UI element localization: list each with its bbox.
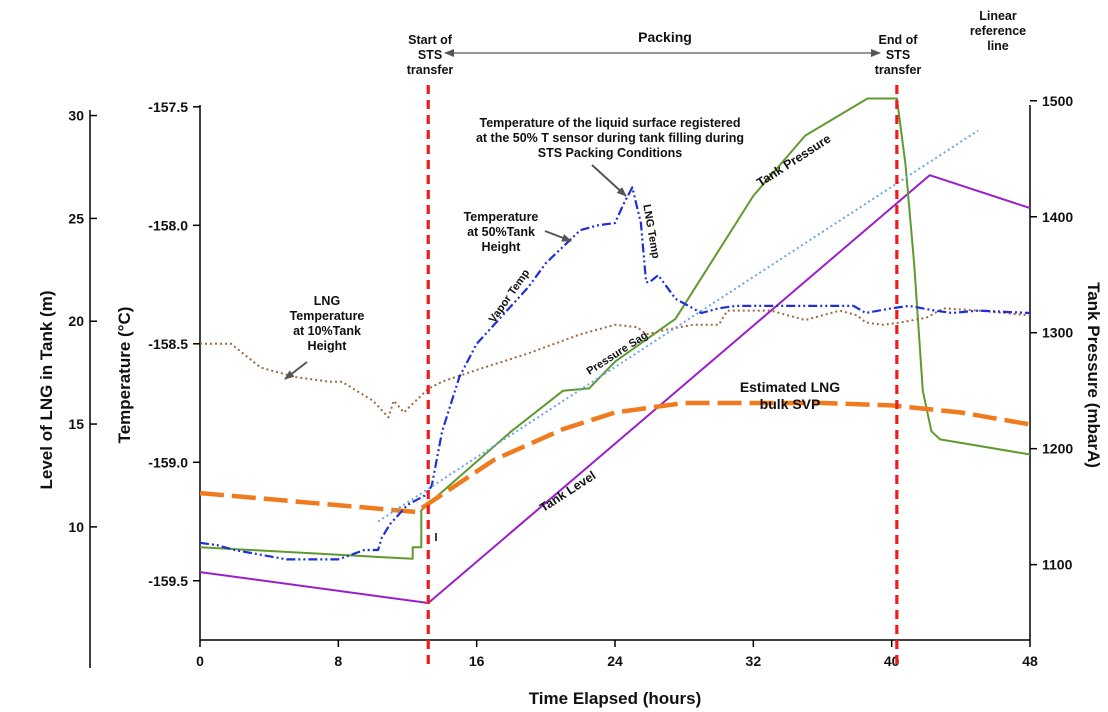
temperature-axis-title: Temperature (°C) <box>115 307 134 444</box>
estimated-lng-bulk-svp-line <box>199 400 1031 515</box>
pressure-sag-label: Pressure Sag <box>585 329 651 377</box>
temperature-tick-label: -158.5 <box>148 336 188 352</box>
temp-50-annotation: Temperature at 50%Tank Height <box>464 210 572 254</box>
svg-text:Temperature: Temperature <box>290 309 365 323</box>
x-tick-label: 8 <box>334 653 342 669</box>
pressure-tick-label: 1200 <box>1042 441 1073 457</box>
level-tick-label: 10 <box>68 519 84 535</box>
x-tick-label: 24 <box>607 653 623 669</box>
svg-text:Height: Height <box>482 240 522 254</box>
tank-pressure-label: Tank Pressure <box>754 132 833 190</box>
svg-text:STS Packing Conditions: STS Packing Conditions <box>538 146 683 160</box>
temperature-tick-label: -159.0 <box>148 454 188 470</box>
tick-layer: 0 8 16 24 32 40 48-157.5-158.0-158.5-159.0-159… <box>68 93 1073 669</box>
temperature-tick-label: -157.5 <box>148 99 188 115</box>
pressure-axis-title: Tank Pressure (mbarA) <box>1084 282 1103 468</box>
svg-text:transfer: transfer <box>875 63 922 77</box>
series-layer <box>199 97 1031 604</box>
temperature-tick-label: -158.0 <box>148 217 188 233</box>
temperature-at-50-tank-height-line <box>199 186 1031 561</box>
x-tick-label: 48 <box>1022 653 1038 669</box>
svg-text:line: line <box>987 39 1009 53</box>
svg-text:LNG: LNG <box>314 294 340 308</box>
svg-text:Temperature of the liquid surf: Temperature of the liquid surface regist… <box>480 116 741 130</box>
level-tick-label: 25 <box>68 210 84 226</box>
x-tick-label: 32 <box>746 653 762 669</box>
pressure-tick-label: 1100 <box>1042 557 1073 573</box>
x-axis-title: Time Elapsed (hours) <box>529 689 702 708</box>
surface-temperature-arrow <box>591 164 627 197</box>
svp-annotation: Estimated LNG bulk SVP <box>740 379 840 412</box>
linear-reference-label: Linear reference line <box>970 9 1026 53</box>
svg-text:reference: reference <box>970 24 1026 38</box>
pressure-tick-label: 1400 <box>1042 209 1073 225</box>
svg-text:at the 50% T sensor during tan: at the 50% T sensor during tank filling … <box>476 131 744 145</box>
vapor-temp-label: Vapor Temp <box>487 267 533 325</box>
linear-reference-line-line <box>377 129 979 523</box>
level-tick-label: 30 <box>68 108 84 124</box>
surface-temperature-annotation: Temperature of the liquid surface regist… <box>476 116 744 197</box>
x-tick-label: 16 <box>469 653 485 669</box>
sts-lines <box>426 85 899 668</box>
svg-text:STS: STS <box>418 48 442 62</box>
svg-text:bulk SVP: bulk SVP <box>760 396 821 412</box>
axes <box>89 105 1031 668</box>
pressure-tick-label: 1500 <box>1042 93 1073 109</box>
level-tick-label: 15 <box>68 416 84 432</box>
temp-50-arrow <box>544 230 572 242</box>
svg-text:Height: Height <box>308 339 348 353</box>
svg-text:Linear: Linear <box>979 9 1017 23</box>
svg-text:End of: End of <box>879 33 919 47</box>
temp-10-annotation: LNG Temperature at 10%Tank Height <box>284 294 365 380</box>
temperature-tick-label: -159.5 <box>148 573 188 589</box>
svg-text:at 10%Tank: at 10%Tank <box>293 324 361 338</box>
level-tick-label: 20 <box>68 313 84 329</box>
end-sts-label: End of STS transfer <box>875 33 922 77</box>
x-tick-label: 0 <box>196 653 204 669</box>
svg-text:Start of: Start of <box>408 33 453 47</box>
temp-10-arrow <box>284 361 308 380</box>
svg-text:transfer: transfer <box>407 63 454 77</box>
svg-text:Estimated LNG: Estimated LNG <box>740 379 840 395</box>
start-sts-label: Start of STS transfer <box>407 33 454 77</box>
svg-text:STS: STS <box>886 48 910 62</box>
pressure-tick-label: 1300 <box>1042 325 1073 341</box>
svg-text:Temperature: Temperature <box>464 210 539 224</box>
lng-temperature-at-10-tank-height-line <box>200 307 1031 419</box>
tank-level-line <box>199 174 1031 604</box>
packing-label: Packing <box>638 29 692 45</box>
tank-pressure-line <box>199 97 1031 560</box>
svg-text:at 50%Tank: at 50%Tank <box>467 225 535 239</box>
level-axis-title: Level of LNG in Tank (m) <box>37 291 56 490</box>
tank-level-label: Tank Level <box>537 468 598 514</box>
